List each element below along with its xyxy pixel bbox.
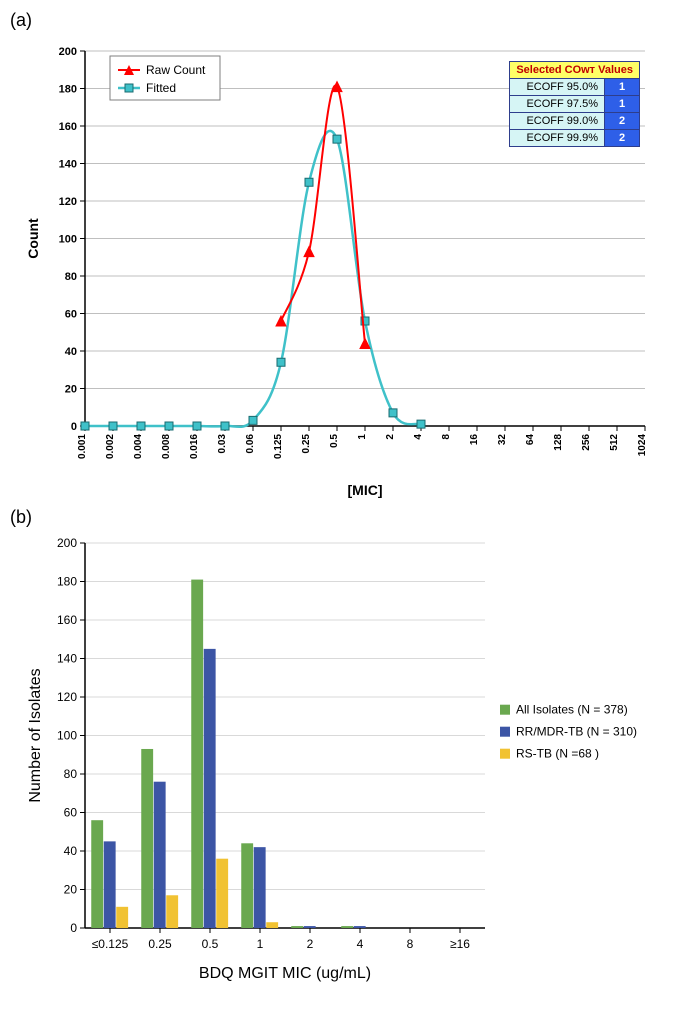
svg-text:0.5: 0.5 xyxy=(202,937,219,951)
svg-text:0.25: 0.25 xyxy=(301,434,312,454)
ecoff-row-value: 1 xyxy=(605,79,640,96)
svg-text:[MIC]: [MIC] xyxy=(348,482,383,498)
svg-text:0.008: 0.008 xyxy=(161,434,172,459)
svg-text:0.125: 0.125 xyxy=(273,434,284,459)
svg-text:60: 60 xyxy=(64,806,78,820)
svg-text:4: 4 xyxy=(413,434,424,440)
svg-text:≤0.125: ≤0.125 xyxy=(92,937,129,951)
ecoff-row-label: ECOFF 95.0% xyxy=(510,79,605,96)
svg-text:100: 100 xyxy=(59,234,77,246)
svg-text:80: 80 xyxy=(64,767,78,781)
svg-text:0.5: 0.5 xyxy=(329,434,340,448)
ecoff-row-label: ECOFF 97.5% xyxy=(510,96,605,113)
svg-text:140: 140 xyxy=(59,159,77,171)
svg-text:2: 2 xyxy=(385,434,396,440)
svg-text:1: 1 xyxy=(357,434,368,440)
svg-text:≥16: ≥16 xyxy=(450,937,470,951)
svg-text:Number of Isolates: Number of Isolates xyxy=(27,668,44,802)
svg-text:0.004: 0.004 xyxy=(133,434,144,459)
svg-text:0.06: 0.06 xyxy=(245,434,256,454)
ecoff-row-label: ECOFF 99.0% xyxy=(510,113,605,130)
svg-text:All Isolates (N = 378): All Isolates (N = 378) xyxy=(516,703,628,717)
svg-text:40: 40 xyxy=(64,844,78,858)
ecoff-title: Selected COᴡᴛ Values xyxy=(510,62,640,79)
svg-text:Count: Count xyxy=(25,218,41,259)
svg-text:RR/MDR-TB (N = 310): RR/MDR-TB (N = 310) xyxy=(516,725,637,739)
svg-text:140: 140 xyxy=(57,652,77,666)
svg-text:256: 256 xyxy=(581,434,592,451)
svg-text:0.016: 0.016 xyxy=(189,434,200,459)
svg-text:1: 1 xyxy=(257,937,264,951)
svg-text:512: 512 xyxy=(609,434,620,451)
svg-text:0.002: 0.002 xyxy=(105,434,116,459)
svg-text:Raw Count: Raw Count xyxy=(146,63,206,77)
svg-text:80: 80 xyxy=(65,271,77,283)
ecoff-row-label: ECOFF 99.9% xyxy=(510,130,605,147)
svg-text:0.001: 0.001 xyxy=(77,434,88,459)
svg-text:64: 64 xyxy=(525,434,536,446)
svg-text:16: 16 xyxy=(469,434,480,446)
ecoff-row-value: 1 xyxy=(605,96,640,113)
svg-text:8: 8 xyxy=(441,434,452,440)
svg-text:0: 0 xyxy=(70,921,77,935)
panel-b-chart: 0 20 40 60 80 100 120 140 160 180 200 ≤0.125 0.25 0.5… xyxy=(20,528,660,988)
panel-a-label: (a) xyxy=(10,10,672,31)
svg-text:120: 120 xyxy=(59,196,77,208)
svg-text:60: 60 xyxy=(65,309,77,321)
svg-text:RS-TB (N =68 ): RS-TB (N =68 ) xyxy=(516,747,599,761)
ecoff-row-value: 2 xyxy=(605,113,640,130)
svg-text:32: 32 xyxy=(497,434,508,446)
panel-b-label: (b) xyxy=(10,507,672,528)
svg-text:8: 8 xyxy=(407,937,414,951)
svg-text:100: 100 xyxy=(57,729,77,743)
svg-text:160: 160 xyxy=(57,613,77,627)
svg-text:2: 2 xyxy=(307,937,314,951)
svg-text:128: 128 xyxy=(553,434,564,451)
svg-text:200: 200 xyxy=(57,536,77,550)
svg-text:1024: 1024 xyxy=(637,434,648,457)
svg-text:BDQ MGIT MIC (ug/mL): BDQ MGIT MIC (ug/mL) xyxy=(199,965,371,982)
svg-text:180: 180 xyxy=(57,575,77,589)
svg-text:4: 4 xyxy=(357,937,364,951)
svg-text:0.03: 0.03 xyxy=(217,434,228,454)
svg-text:200: 200 xyxy=(59,46,77,58)
svg-text:180: 180 xyxy=(59,84,77,96)
svg-text:120: 120 xyxy=(57,690,77,704)
panel-a-chart: 0 20 40 60 80 100 120 140 160 180 200 0.001 0.002 0.0… xyxy=(20,31,660,501)
svg-text:0: 0 xyxy=(71,421,77,433)
svg-text:Fitted: Fitted xyxy=(146,81,176,95)
svg-text:20: 20 xyxy=(64,883,78,897)
ecoff-table: Selected COᴡᴛ Values ECOFF 95.0%1 ECOFF … xyxy=(509,61,640,147)
ecoff-row-value: 2 xyxy=(605,130,640,147)
svg-text:20: 20 xyxy=(65,384,77,396)
svg-text:0.25: 0.25 xyxy=(148,937,172,951)
svg-text:40: 40 xyxy=(65,346,77,358)
svg-text:160: 160 xyxy=(59,121,77,133)
